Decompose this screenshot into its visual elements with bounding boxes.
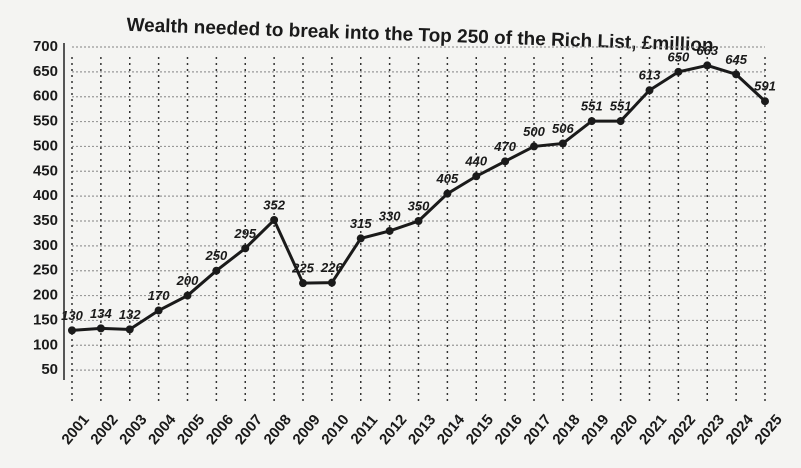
data-label: 551 [610,99,632,114]
data-label: 330 [379,208,401,223]
data-point [154,306,163,315]
data-label: 613 [639,68,661,83]
y-tick-label: 50 [41,361,58,378]
data-label: 130 [61,308,83,323]
data-point [443,189,452,198]
y-tick-label: 300 [33,237,58,254]
data-point [645,86,654,95]
data-label: 295 [233,226,256,241]
data-point [530,142,538,151]
data-label: 663 [696,43,718,58]
data-point [414,217,423,225]
data-label: 315 [350,216,372,231]
y-tick-label: 100 [33,336,58,353]
y-tick-label: 500 [33,137,58,154]
y-tick-label: 700 [33,38,58,55]
data-point [125,325,134,334]
data-point [732,70,741,79]
data-point [96,324,105,333]
y-tick-label: 600 [33,88,58,105]
data-label: 500 [523,124,545,139]
data-label: 226 [320,260,343,275]
data-point [558,139,567,148]
data-label: 225 [291,261,314,276]
data-label: 170 [148,288,170,303]
data-point [299,279,307,288]
data-label: 200 [176,273,199,288]
y-tick-label: 200 [33,287,58,304]
data-label: 551 [581,99,603,114]
data-point [385,226,394,235]
data-label: 650 [668,49,690,64]
data-label: 132 [119,307,141,322]
data-point [183,291,192,300]
data-point [616,117,625,126]
data-label: 250 [205,248,228,263]
data-point [761,97,769,106]
data-point [472,172,481,181]
data-label: 470 [493,139,516,154]
y-tick-label: 450 [33,162,58,179]
data-label: 591 [754,79,776,94]
data-label: 645 [725,52,747,67]
data-point [501,157,510,166]
data-point [327,278,336,287]
data-point [587,117,596,126]
y-tick-label: 550 [33,113,58,130]
data-point [356,234,365,243]
y-tick-label: 400 [33,187,58,204]
data-label: 350 [408,198,430,213]
data-label: 506 [552,121,574,136]
data-point [703,61,712,70]
data-point [241,244,250,253]
y-tick-label: 650 [33,63,58,80]
data-point [68,326,76,335]
data-point [212,266,221,275]
data-point [270,216,279,225]
data-label: 352 [263,197,285,212]
data-label: 405 [436,171,459,186]
data-label: 134 [90,306,112,321]
y-tick-label: 350 [33,212,58,229]
y-tick-label: 150 [33,311,58,328]
data-point [674,67,683,76]
data-label: 440 [464,154,487,169]
y-tick-label: 250 [33,262,58,279]
